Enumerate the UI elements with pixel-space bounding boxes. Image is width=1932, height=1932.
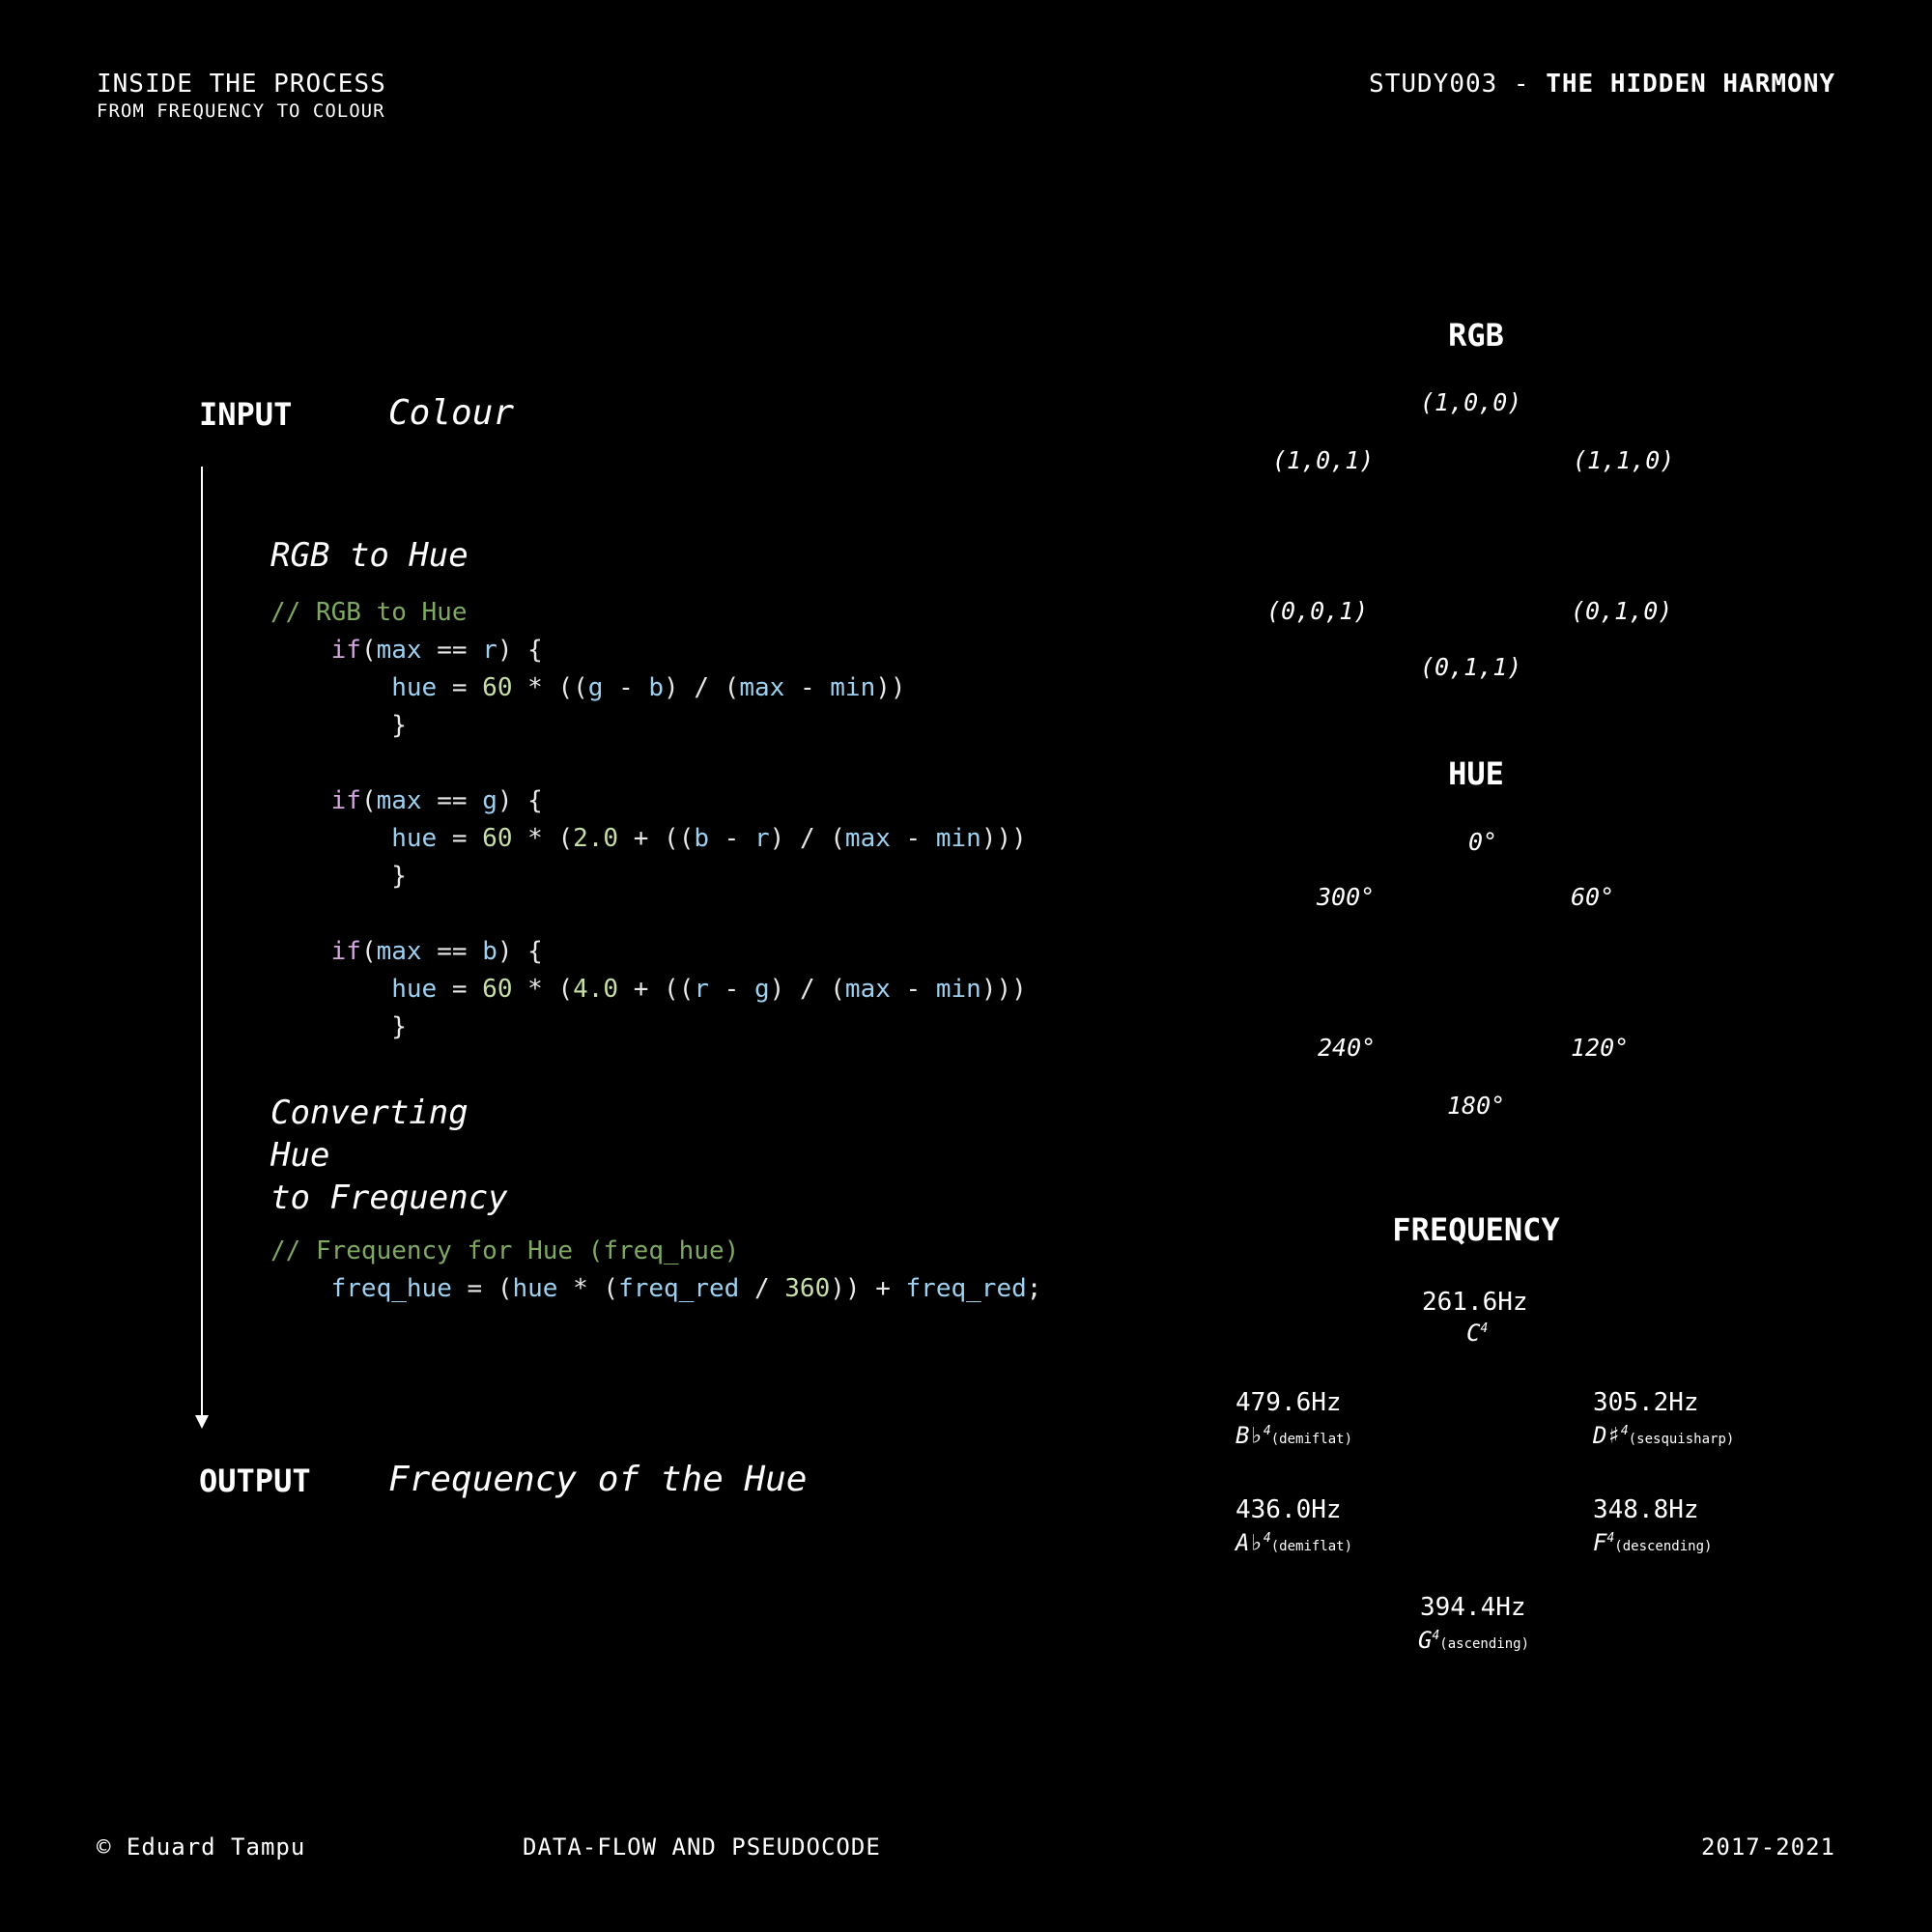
color-dot-red xyxy=(1457,1359,1495,1398)
color-dot-cyan xyxy=(1457,1535,1495,1574)
cycle-arrow-icon xyxy=(1473,923,1486,938)
wheel-disc xyxy=(1388,1378,1564,1554)
code-line: hue = 60 * (4.0 + ((r - g) / (max - min)… xyxy=(391,975,1027,1004)
study-heading: STUDY003 - THE HIDDEN HARMONY xyxy=(1369,70,1835,99)
color-dot-magenta xyxy=(1380,908,1420,948)
freq-c-note: C4 xyxy=(1466,1320,1489,1347)
output-label: OUTPUT xyxy=(199,1463,311,1499)
hue-to-freq-title: Converting Hue to Frequency xyxy=(270,1092,508,1219)
code-comment: // RGB to Hue xyxy=(270,598,468,627)
code-comment: // Frequency for Hue (freq_hue) xyxy=(270,1236,740,1265)
cycle-arrow-icon xyxy=(1473,488,1486,503)
title-line: Hue xyxy=(270,1136,330,1175)
rgb-label-cyan: (0,1,1) xyxy=(1420,653,1522,681)
color-dot-cyan xyxy=(1457,1040,1495,1079)
code-line: if(max == b) { xyxy=(330,937,543,966)
freq-a-hz: 436.0Hz xyxy=(1236,1495,1342,1524)
color-dot-blue xyxy=(1380,1491,1420,1530)
code-line: hue = 60 * ((g - b) / (max - min)) xyxy=(391,673,906,702)
input-value: Colour xyxy=(388,393,515,433)
rgb-to-hue-code: // RGB to Hue if(max == r) { hue = 60 * … xyxy=(270,598,1027,1041)
code-line: if(max == r) { xyxy=(330,636,543,665)
code-line: hue = 60 * (2.0 + ((b - r) / (max - min)… xyxy=(391,824,1027,853)
study-name: THE HIDDEN HARMONY xyxy=(1546,70,1835,99)
hue-label-60: 60° xyxy=(1571,883,1615,911)
flow-arrow-head xyxy=(195,1415,209,1429)
hue-label-240: 240° xyxy=(1318,1034,1377,1062)
rgb-label-blue: (0,0,1) xyxy=(1266,597,1369,625)
cycle-ring xyxy=(1433,494,1520,581)
cycle-arrow-icon xyxy=(1473,1417,1486,1433)
freq-d-hz: 305.2Hz xyxy=(1593,1388,1699,1417)
freq-c-hz: 261.6Hz xyxy=(1422,1288,1528,1317)
cycle-arrow-icon xyxy=(1466,571,1479,586)
rgb-label-green: (0,1,0) xyxy=(1571,597,1673,625)
freq-b-note: B♭4(demiflat) xyxy=(1236,1422,1353,1449)
hue-label-0: 0° xyxy=(1468,828,1498,856)
cycle-arrow-icon xyxy=(1466,1006,1479,1021)
color-dot-cyan xyxy=(1457,606,1495,644)
title-line: to Frequency xyxy=(270,1179,508,1217)
rgb-label-magenta: (1,0,1) xyxy=(1272,446,1375,474)
rgb-label-red: (1,0,0) xyxy=(1420,388,1522,416)
freq-g-hz: 394.4Hz xyxy=(1420,1593,1526,1622)
input-label: INPUT xyxy=(199,396,293,433)
color-dot-green xyxy=(1532,1491,1572,1530)
color-dot-yellow xyxy=(1532,473,1572,513)
color-dot-blue xyxy=(1380,996,1420,1036)
color-dot-green xyxy=(1532,561,1572,601)
wheel-disc xyxy=(1388,884,1564,1060)
freq-f-hz: 348.8Hz xyxy=(1593,1495,1699,1524)
hue-label-120: 120° xyxy=(1571,1034,1630,1062)
color-dot-red xyxy=(1457,430,1495,469)
code-line: if(max == g) { xyxy=(330,786,543,815)
color-dot-yellow xyxy=(1532,1403,1572,1442)
hue-label-180: 180° xyxy=(1447,1092,1506,1120)
cycle-ring xyxy=(1433,1423,1520,1510)
hue-wheel-title: HUE xyxy=(1448,755,1504,792)
header-subtitle: FROM FREQUENCY TO COLOUR xyxy=(97,100,385,122)
freq-g-note: G4(ascending) xyxy=(1418,1627,1529,1654)
freq-d-note: D♯4(sesquisharp) xyxy=(1593,1422,1735,1449)
cycle-ring xyxy=(1433,928,1520,1015)
footer-copyright: © Eduard Tampu xyxy=(97,1833,306,1861)
color-dot-magenta xyxy=(1380,473,1420,513)
code-line: freq_hue = (hue * (freq_red / 360)) + fr… xyxy=(330,1274,1042,1303)
footer-years: 2017-2021 xyxy=(1700,1833,1835,1861)
color-dot-red xyxy=(1457,865,1495,903)
title-line: Converting xyxy=(270,1094,469,1132)
header-title: INSIDE THE PROCESS xyxy=(97,70,386,99)
rgb-wheel-title: RGB xyxy=(1448,317,1504,354)
frequency-wheel-title: FREQUENCY xyxy=(1392,1211,1560,1248)
rgb-to-hue-title: RGB to Hue xyxy=(270,536,469,575)
color-dot-blue xyxy=(1380,561,1420,601)
cycle-arrow-icon xyxy=(1466,1500,1479,1516)
color-dot-magenta xyxy=(1380,1403,1420,1442)
freq-a-note: A♭4(demiflat) xyxy=(1236,1529,1353,1556)
study-id: STUDY003 - xyxy=(1369,70,1547,99)
freq-b-hz: 479.6Hz xyxy=(1236,1388,1342,1417)
footer-center: DATA-FLOW AND PSEUDOCODE xyxy=(523,1833,881,1861)
freq-f-note: F4(descending) xyxy=(1593,1529,1713,1556)
color-dot-green xyxy=(1532,996,1572,1036)
hue-label-300: 300° xyxy=(1317,883,1376,911)
hue-to-freq-code: // Frequency for Hue (freq_hue) freq_hue… xyxy=(270,1233,1041,1308)
flow-arrow xyxy=(195,467,209,1429)
rgb-label-yellow: (1,1,0) xyxy=(1573,446,1675,474)
wheel-disc xyxy=(1388,449,1564,625)
output-value: Frequency of the Hue xyxy=(388,1460,808,1499)
color-dot-yellow xyxy=(1532,908,1572,948)
